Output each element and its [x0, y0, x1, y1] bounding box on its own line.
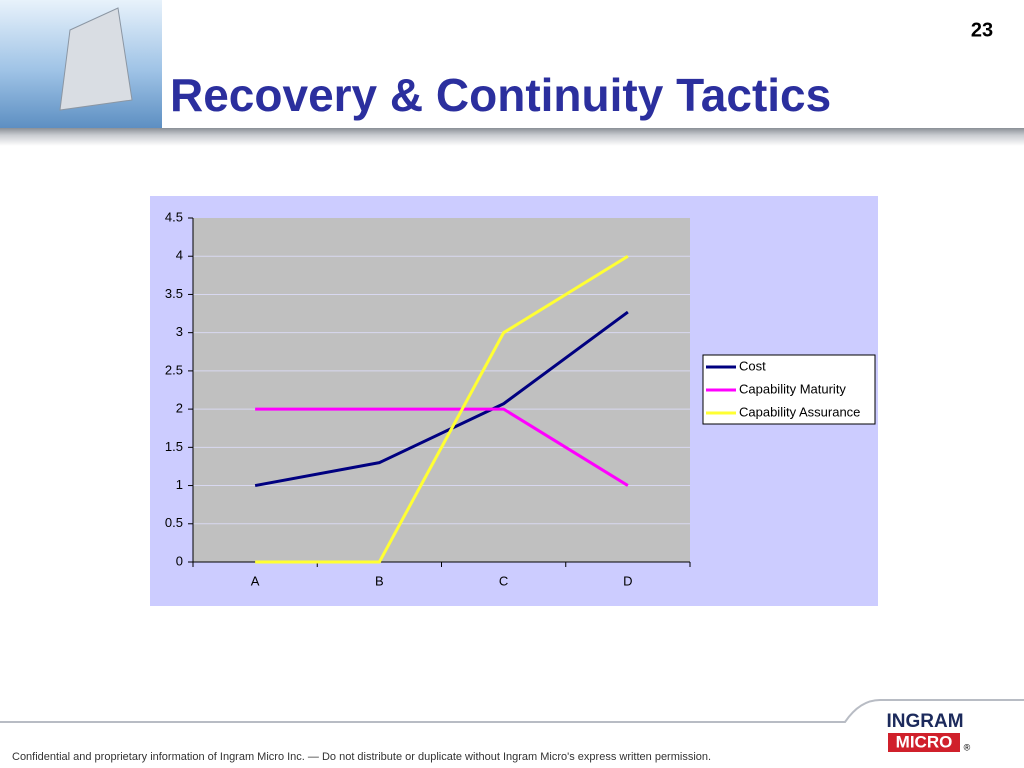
logo-bottom: MICRO	[896, 732, 953, 751]
x-tick-label: A	[251, 573, 260, 588]
logo-box	[888, 733, 960, 752]
series-line	[255, 254, 629, 564]
y-tick-label: 3	[176, 324, 183, 339]
y-tick-label: 1	[176, 477, 183, 492]
y-tick-label: 1.5	[165, 439, 183, 454]
y-tick-label: 4.5	[165, 209, 183, 224]
plot-area	[193, 218, 690, 562]
legend-label: Capability Maturity	[739, 381, 846, 396]
y-tick-label: 4	[176, 248, 183, 263]
x-tick-label: B	[375, 573, 384, 588]
slide-title: Recovery & Continuity Tactics	[170, 69, 831, 121]
x-tick-label: D	[623, 573, 632, 588]
series-line	[255, 407, 629, 487]
y-tick-label: 0.5	[165, 515, 183, 530]
footer-text: Confidential and proprietary information…	[12, 751, 711, 763]
logo-top: INGRAM	[886, 711, 963, 732]
y-tick-label: 2	[176, 401, 183, 416]
logo-mark: ®	[964, 742, 971, 752]
y-tick-label: 2.5	[165, 362, 183, 377]
chart: 0 0.5 1 1.5 2 2.5 3 3.5 4 4.5 A B C D Cost Capability M…	[165, 209, 876, 588]
y-tick-label: 0	[176, 553, 183, 568]
x-tick-label: C	[499, 573, 508, 588]
legend-label: Cost	[739, 358, 766, 373]
legend-label: Capability Assurance	[739, 404, 860, 419]
header-building	[59, 7, 133, 111]
series-line	[254, 310, 629, 488]
y-tick-label: 3.5	[165, 286, 183, 301]
slide-number: 23	[971, 19, 993, 41]
header-band	[0, 128, 1024, 146]
footer-line	[0, 699, 1024, 723]
